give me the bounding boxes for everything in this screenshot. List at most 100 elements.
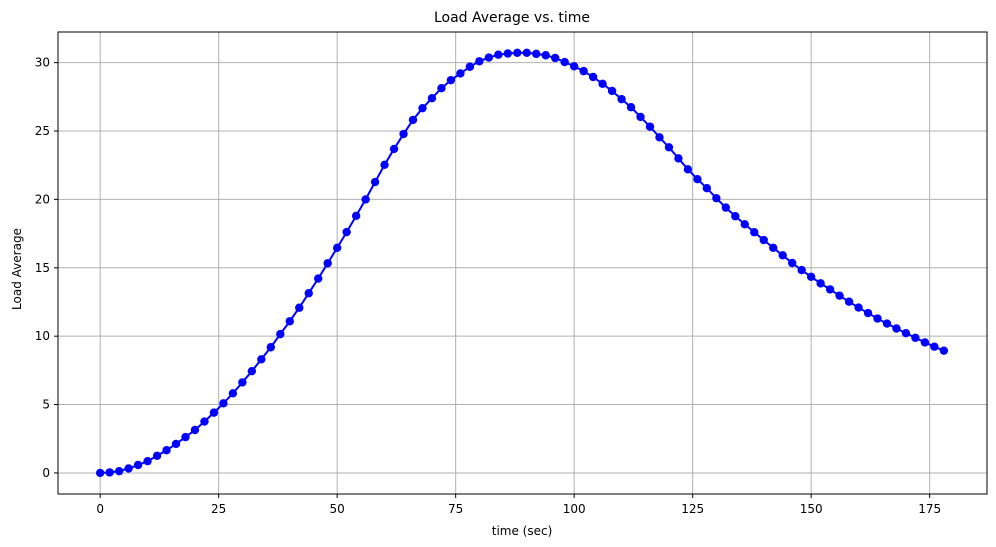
data-point: [712, 193, 721, 203]
data-point: [124, 464, 133, 473]
x-tick-label: 100: [563, 502, 586, 516]
data-point: [332, 243, 342, 253]
data-point: [257, 355, 266, 364]
data-point: [238, 378, 247, 387]
data-point: [901, 328, 911, 338]
data-point: [408, 115, 418, 125]
data-point: [200, 417, 209, 426]
y-tick-label: 15: [35, 261, 50, 275]
data-point: [418, 103, 427, 113]
data-point: [683, 165, 693, 174]
data-point: [911, 333, 920, 343]
data-point: [598, 79, 607, 89]
data-point: [920, 338, 930, 347]
series-line: [99, 51, 945, 474]
data-point: [219, 399, 228, 408]
x-tick-label: 25: [211, 502, 226, 516]
data-point: [873, 314, 882, 323]
data-point: [399, 129, 408, 139]
data-point: [370, 177, 380, 187]
data-point: [607, 86, 617, 96]
data-point: [863, 308, 873, 318]
data-point: [276, 329, 285, 339]
data-point: [816, 279, 825, 288]
grid-lines: [58, 32, 987, 494]
data-point: [835, 291, 844, 300]
data-point: [503, 49, 513, 58]
data-point: [769, 243, 778, 253]
data-point: [171, 439, 181, 449]
data-point: [702, 183, 712, 193]
data-point: [465, 62, 475, 71]
data-point: [361, 195, 370, 204]
data-point: [787, 258, 797, 268]
data-point: [114, 466, 124, 476]
data-point: [541, 51, 550, 60]
data-point: [930, 342, 939, 351]
data-point: [143, 456, 152, 466]
data-point: [806, 272, 816, 282]
data-point: [475, 57, 484, 66]
x-tick-label: 75: [448, 502, 463, 516]
data-point: [532, 49, 541, 59]
data-point: [579, 66, 588, 76]
data-point: [209, 408, 219, 417]
x-axis-label: time (sec): [492, 524, 553, 538]
chart-title: Load Average vs. time: [434, 10, 590, 26]
data-point: [854, 303, 863, 312]
data-point: [380, 160, 389, 170]
data-point: [750, 228, 759, 237]
data-point: [551, 53, 560, 63]
data-point: [513, 48, 522, 57]
data-point: [342, 227, 351, 237]
data-point: [693, 174, 702, 184]
data-point: [494, 50, 503, 59]
y-axis-label: Load Average: [10, 228, 24, 310]
series-layer: [95, 48, 949, 478]
data-point: [190, 425, 200, 435]
data-point: [825, 285, 835, 294]
data-point: [437, 84, 446, 93]
data-point: [351, 211, 361, 221]
data-point: [95, 468, 105, 478]
y-tick-label: 5: [42, 398, 50, 412]
data-point: [674, 154, 683, 163]
data-point: [323, 259, 332, 268]
x-tick-label: 175: [918, 502, 941, 516]
data-point: [560, 57, 569, 67]
data-point: [456, 69, 465, 78]
data-point: [484, 53, 494, 62]
data-point: [389, 144, 399, 154]
data-point: [731, 212, 740, 221]
data-point: [759, 235, 768, 245]
data-point: [285, 317, 294, 326]
plot-frame: [57, 31, 988, 495]
x-tick-label: 150: [800, 502, 823, 516]
data-point: [797, 265, 806, 275]
data-point: [105, 468, 114, 477]
data-point: [266, 343, 276, 352]
data-point: [645, 122, 655, 131]
data-point: [664, 143, 674, 152]
data-point: [939, 346, 949, 355]
x-tick-label: 50: [330, 502, 345, 516]
data-point: [636, 112, 645, 122]
y-tick-label: 0: [42, 466, 50, 480]
data-point: [228, 389, 238, 398]
data-point: [295, 303, 304, 312]
x-tick-label: 125: [681, 502, 704, 516]
data-point: [740, 220, 749, 229]
y-tick-label: 20: [35, 192, 50, 206]
data-point: [617, 94, 626, 104]
data-point: [152, 451, 162, 461]
data-point: [882, 319, 892, 328]
data-point: [892, 324, 901, 333]
data-point: [569, 62, 579, 71]
data-point: [522, 48, 531, 57]
data-point: [446, 75, 456, 85]
data-point: [133, 460, 143, 470]
data-point: [721, 203, 731, 212]
data-point: [844, 297, 854, 306]
